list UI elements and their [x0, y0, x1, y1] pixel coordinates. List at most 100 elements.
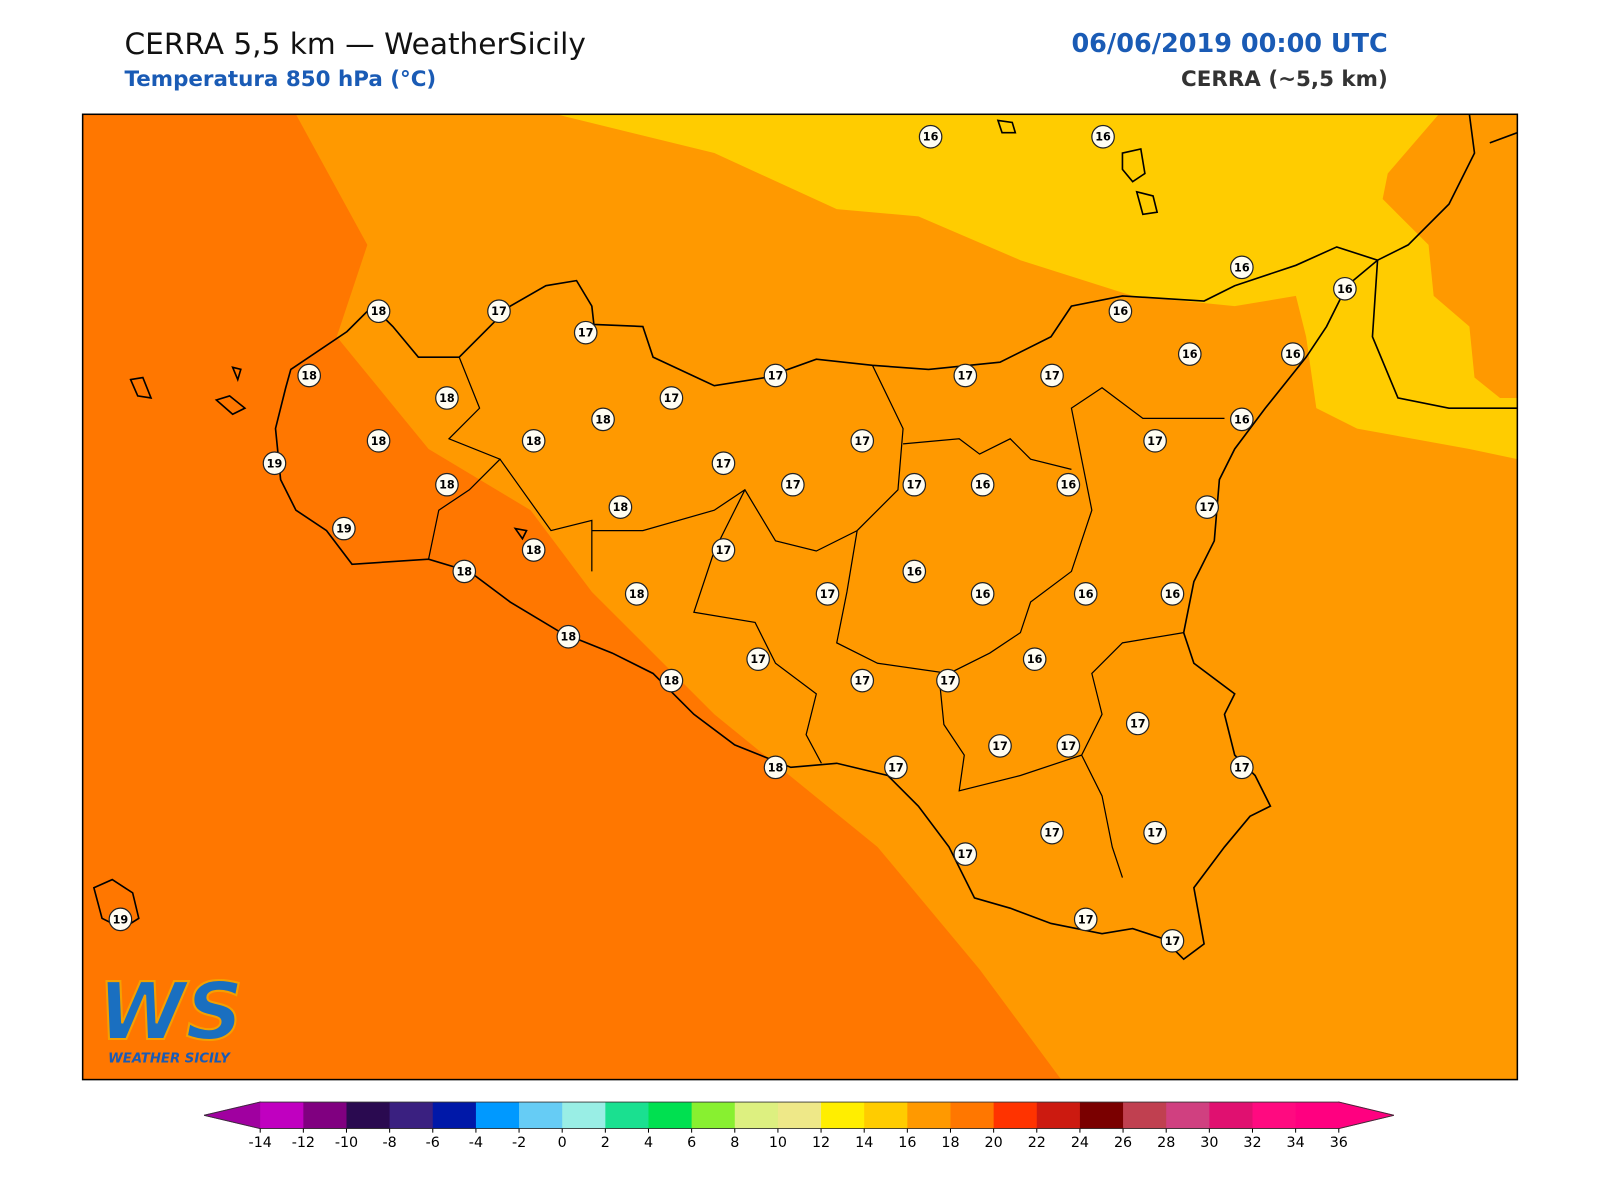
station: 16 [1333, 276, 1357, 301]
station-value: 17 [491, 305, 507, 318]
station: 16 [1091, 124, 1115, 149]
station-marker [988, 734, 1012, 758]
station: 18 [297, 363, 322, 388]
station: 17 [1056, 734, 1081, 758]
province-borders [427, 356, 1225, 878]
station-marker [763, 755, 788, 780]
station-value: 18 [595, 413, 611, 426]
station-marker [1160, 582, 1185, 606]
colorbar-tick-label: 4 [644, 1135, 653, 1151]
station: 16 [902, 559, 927, 584]
station: 17 [781, 472, 805, 497]
station-value: 17 [854, 675, 870, 688]
station-marker [711, 538, 736, 562]
colorbar-segment [907, 1102, 951, 1129]
station-marker [108, 907, 133, 932]
station: 17 [815, 582, 840, 606]
colorbar-tick-label: 14 [855, 1135, 873, 1151]
station-value: 16 [1234, 261, 1250, 274]
station: 17 [850, 668, 875, 693]
colorbar-tick-label: 30 [1200, 1135, 1218, 1151]
station-value: 18 [526, 435, 542, 448]
colorbar-tick-label: 36 [1330, 1135, 1348, 1151]
colorbar-segment [1209, 1102, 1254, 1129]
station: 18 [366, 299, 391, 324]
field-16-18 [295, 114, 1518, 1080]
station-value: 18 [768, 761, 784, 774]
station: 18 [608, 495, 633, 519]
station: 17 [1195, 495, 1219, 519]
station: 17 [850, 428, 875, 453]
station-marker [521, 538, 546, 562]
station-marker [297, 363, 322, 388]
station-value: 18 [561, 631, 577, 644]
station-marker [850, 428, 875, 453]
station: 18 [556, 624, 581, 649]
station: 16 [1281, 342, 1305, 366]
station-value: 18 [613, 501, 629, 514]
colorbar-segment [1079, 1102, 1124, 1129]
colorbar-segment [260, 1102, 304, 1129]
colorbar-tick-label: -14 [249, 1135, 272, 1151]
station: 16 [1230, 407, 1254, 432]
model-name: CERRA (~5,5 km) [1181, 67, 1388, 92]
station-value: 17 [1044, 370, 1060, 383]
station-marker [1230, 407, 1254, 432]
station-marker [1073, 907, 1098, 932]
station: 18 [659, 668, 684, 693]
colorbar-tick-label: 8 [730, 1135, 739, 1151]
station-value: 17 [664, 392, 680, 405]
station-value: 16 [1078, 588, 1094, 601]
station-value: 18 [301, 370, 317, 383]
station-value: 16 [1182, 348, 1198, 361]
colorbar-tick-label: 34 [1287, 1135, 1305, 1151]
colorbar-segment [303, 1102, 347, 1129]
station-marker [936, 668, 960, 693]
station: 16 [1056, 472, 1081, 497]
station-marker [781, 472, 805, 497]
station-marker [1108, 299, 1133, 324]
station-value: 17 [957, 848, 973, 861]
station: 16 [1022, 647, 1047, 672]
station-value: 17 [1044, 827, 1060, 840]
station-value: 17 [716, 544, 732, 557]
station-value: 18 [439, 392, 455, 405]
station-value: 17 [1078, 913, 1094, 926]
station-labels: 16 16 18 17 17 16 16 16 18 18 17 17 17 17 16 16 18 16 19 18… [108, 124, 1357, 953]
station: 16 [1108, 299, 1133, 324]
logo: WS WEATHER SICILY [97, 964, 244, 1067]
station-marker [624, 582, 649, 606]
station: 17 [763, 363, 788, 388]
station-value: 17 [1061, 740, 1077, 753]
station-value: 16 [1285, 348, 1301, 361]
colorbar-segment [1166, 1102, 1210, 1129]
station-marker [884, 755, 908, 780]
station-value: 16 [975, 588, 991, 601]
station-value: 16 [1027, 653, 1043, 666]
station-value: 17 [768, 370, 784, 383]
map-frame [81, 113, 1519, 1081]
station-value: 19 [336, 523, 352, 536]
station-marker [521, 428, 546, 453]
station-value: 17 [578, 327, 594, 340]
station: 17 [1143, 820, 1167, 845]
station: 17 [1143, 428, 1167, 453]
station-marker [332, 516, 356, 541]
station: 18 [624, 582, 649, 606]
station-marker [1143, 428, 1167, 453]
colorbar-segment [777, 1102, 822, 1129]
colorbar-under [203, 1101, 261, 1130]
station: 17 [1073, 907, 1098, 932]
colorbar-tick-label: -2 [512, 1135, 526, 1151]
colorbar-tick-label: 18 [941, 1135, 959, 1151]
station-value: 18 [371, 305, 387, 318]
station: 17 [711, 538, 736, 562]
station-marker [746, 647, 770, 672]
station-value: 17 [888, 761, 904, 774]
station: 18 [521, 538, 546, 562]
station-marker [487, 299, 511, 324]
station-marker [556, 624, 581, 649]
station: 17 [1125, 711, 1150, 736]
